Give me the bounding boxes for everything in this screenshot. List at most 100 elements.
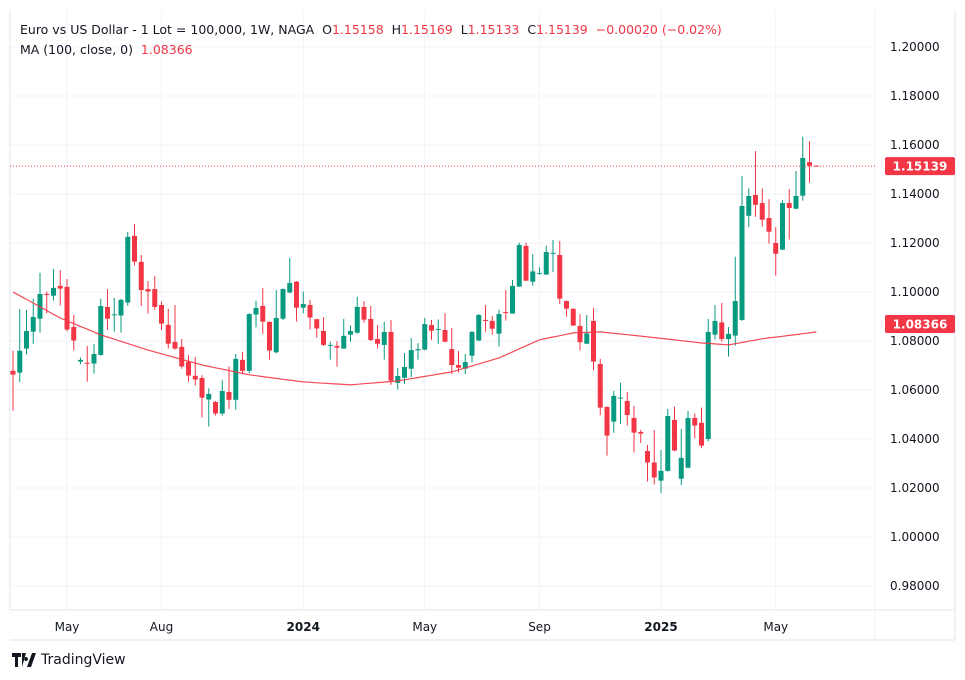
x-tick-label: Sep bbox=[528, 620, 551, 634]
candle-down bbox=[773, 227, 779, 276]
candle-up bbox=[496, 309, 502, 347]
candle-body bbox=[71, 327, 77, 341]
candle-body bbox=[732, 301, 738, 336]
candle-down bbox=[503, 290, 509, 321]
candle-body bbox=[462, 362, 468, 369]
candle-up bbox=[327, 341, 333, 360]
candle-down bbox=[260, 287, 266, 334]
candle-down bbox=[753, 151, 758, 217]
candle-up bbox=[341, 318, 347, 349]
candle-body bbox=[658, 470, 664, 481]
symbol-ohlc-row: Euro vs US Dollar - 1 Lot = 100,000, 1W,… bbox=[20, 20, 722, 40]
candle-body bbox=[739, 206, 745, 320]
candle-body bbox=[699, 422, 704, 446]
candle-up bbox=[78, 357, 83, 365]
candle-up bbox=[780, 200, 785, 251]
candle-up bbox=[537, 267, 542, 275]
candle-up bbox=[516, 242, 522, 287]
x-tick-label: May bbox=[55, 620, 80, 634]
candle-body bbox=[726, 333, 731, 340]
tradingview-logo-icon bbox=[12, 653, 36, 667]
candle-up bbox=[280, 288, 286, 321]
candle-down bbox=[786, 189, 792, 240]
candle-body bbox=[456, 365, 461, 368]
candle-body bbox=[807, 162, 812, 166]
candle-body bbox=[84, 362, 90, 364]
candle-body bbox=[165, 324, 171, 344]
candle-body bbox=[381, 331, 387, 345]
candle-down bbox=[334, 341, 340, 367]
candle-up bbox=[732, 256, 738, 346]
candle-body bbox=[24, 330, 29, 349]
candle-down bbox=[159, 301, 164, 330]
candle-down bbox=[172, 304, 178, 350]
candle-body bbox=[51, 287, 56, 296]
candle-body bbox=[557, 255, 563, 299]
price-label-text: 1.15139 bbox=[893, 160, 948, 174]
price-chart[interactable]: 1.20000 1.18000 1.16000 1.14000 1.12000 1.100… bbox=[0, 0, 965, 645]
candle-body bbox=[226, 391, 232, 400]
candle-up bbox=[584, 315, 590, 345]
y-tick-label: 1.06000 bbox=[890, 383, 940, 397]
candle-up bbox=[125, 231, 131, 306]
candle-body bbox=[719, 322, 725, 340]
candle-body bbox=[422, 324, 428, 350]
candle-up bbox=[712, 304, 718, 340]
candle-body bbox=[98, 305, 104, 355]
candle-body bbox=[159, 304, 164, 324]
tradingview-logo-text: TradingView bbox=[41, 652, 126, 668]
high-value: 1.15169 bbox=[401, 22, 453, 37]
x-tick-label: May bbox=[412, 620, 437, 634]
candle-body bbox=[530, 271, 536, 282]
candle-down bbox=[240, 352, 245, 375]
candle-body bbox=[483, 319, 488, 321]
candle-up bbox=[462, 353, 468, 375]
candle-body bbox=[44, 293, 50, 295]
candle-body bbox=[206, 393, 212, 400]
candle-down bbox=[145, 280, 151, 314]
candle-down bbox=[597, 358, 603, 416]
candle-up bbox=[658, 450, 664, 494]
ma-label[interactable]: MA (100, close, 0) bbox=[20, 42, 133, 57]
candle-up bbox=[381, 321, 387, 360]
candle-body bbox=[503, 312, 509, 314]
candle-down bbox=[71, 315, 77, 351]
candle-body bbox=[678, 457, 684, 479]
x-tick-label: 2025 bbox=[644, 620, 677, 634]
candle-body bbox=[611, 395, 617, 422]
candle-body bbox=[638, 431, 644, 434]
candle-down bbox=[624, 391, 630, 426]
candle-down bbox=[557, 241, 563, 305]
symbol-title[interactable]: Euro vs US Dollar - 1 Lot = 100,000, 1W,… bbox=[20, 22, 315, 37]
price-label-text: 1.08366 bbox=[893, 318, 948, 332]
candle-down bbox=[192, 356, 198, 386]
candle-body bbox=[469, 331, 475, 356]
candle-down bbox=[604, 406, 610, 456]
candle-up bbox=[206, 388, 212, 427]
candle-down bbox=[57, 269, 63, 306]
open-label: O bbox=[322, 22, 332, 37]
candle-body bbox=[759, 203, 765, 220]
candle-up bbox=[233, 353, 239, 410]
high-label: H bbox=[391, 22, 402, 37]
candle-down bbox=[138, 255, 144, 306]
candle-down bbox=[442, 313, 448, 343]
tradingview-logo[interactable]: TradingView bbox=[12, 652, 126, 668]
candle-down bbox=[199, 375, 205, 418]
candle-body bbox=[280, 289, 286, 319]
candle-body bbox=[294, 281, 299, 308]
candle-body bbox=[577, 326, 583, 343]
candle-down bbox=[179, 339, 185, 369]
candle-up bbox=[800, 136, 806, 201]
candle-body bbox=[584, 333, 590, 344]
candle-body bbox=[597, 364, 603, 408]
candle-down bbox=[456, 351, 461, 373]
chart-legend: Euro vs US Dollar - 1 Lot = 100,000, 1W,… bbox=[20, 20, 722, 60]
y-tick-label: 1.08000 bbox=[890, 334, 940, 348]
candle-up bbox=[111, 297, 117, 332]
candle-down bbox=[132, 223, 137, 266]
x-tick-label: May bbox=[763, 620, 788, 634]
y-tick-label: 1.16000 bbox=[890, 138, 940, 152]
close-label: C bbox=[527, 22, 537, 37]
candle-body bbox=[179, 346, 185, 367]
